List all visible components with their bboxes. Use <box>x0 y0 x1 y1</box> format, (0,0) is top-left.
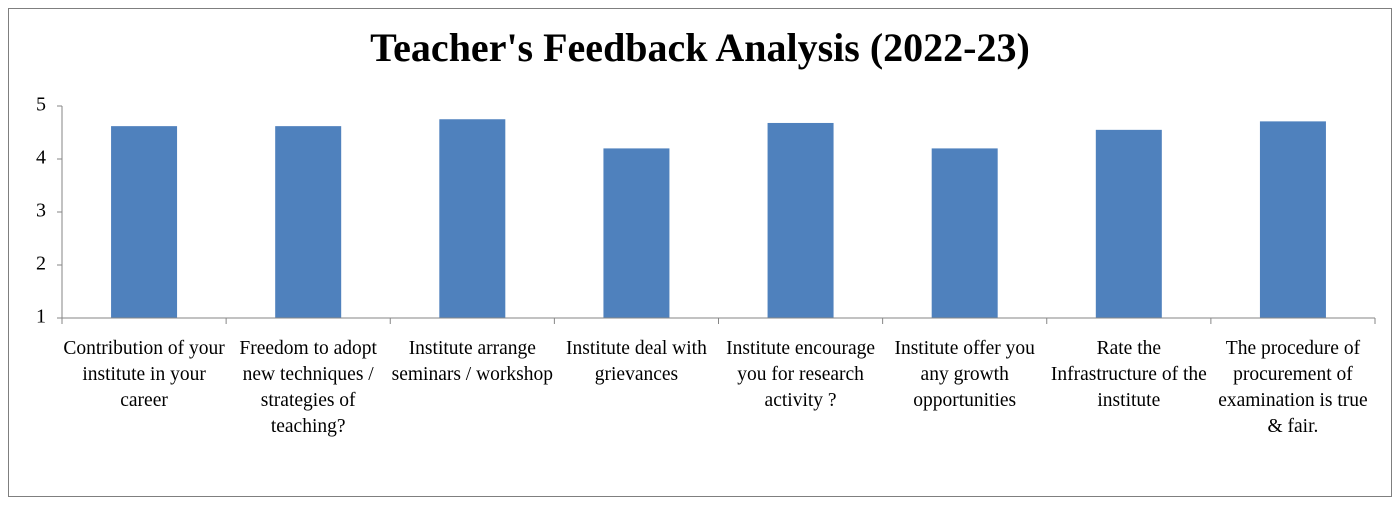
x-tick-label: The procedure of procurement of examinat… <box>1218 338 1368 437</box>
y-tick-label: 1 <box>36 306 46 328</box>
x-tick-label: Rate the Infrastructure of the institute <box>1050 338 1207 411</box>
bar <box>275 126 342 318</box>
x-tick-label: Institute deal with grievances <box>566 338 707 385</box>
x-tick-label-box: Institute deal with grievances <box>566 338 707 385</box>
bar <box>767 122 834 319</box>
y-tick-label: 2 <box>36 253 46 275</box>
x-tick-label: Institute encourage you for research act… <box>726 338 876 411</box>
x-tick-label-box: Institute offer you any growth opportuni… <box>894 338 1035 411</box>
x-tick-label: Contribution of your institute in your c… <box>63 338 225 411</box>
x-tick-label-box: Institute encourage you for research act… <box>726 338 876 411</box>
bar <box>111 126 178 318</box>
bar <box>439 119 506 318</box>
x-tick-label-box: Institute arrange seminars / workshop <box>391 338 554 385</box>
x-tick-label-box: Freedom to adopt new techniques / strate… <box>239 338 377 437</box>
bar <box>603 148 670 318</box>
x-tick-label: Freedom to adopt new techniques / strate… <box>239 338 377 437</box>
bar <box>1095 129 1162 318</box>
y-tick-label: 5 <box>36 94 46 116</box>
chart-title: Teacher's Feedback Analysis (2022-23) <box>370 25 1030 70</box>
x-tick-label-box: Contribution of your institute in your c… <box>63 338 225 411</box>
y-tick-label: 4 <box>36 147 46 169</box>
x-tick-label-box: Rate the Infrastructure of the institute <box>1050 338 1207 411</box>
x-tick-label: Institute offer you any growth opportuni… <box>894 338 1035 411</box>
y-tick-label: 3 <box>36 200 46 222</box>
bar <box>931 148 998 318</box>
x-tick-label-box: The procedure of procurement of examinat… <box>1218 338 1368 437</box>
x-tick-label: Institute arrange seminars / workshop <box>391 338 554 385</box>
bar <box>1259 121 1326 319</box>
